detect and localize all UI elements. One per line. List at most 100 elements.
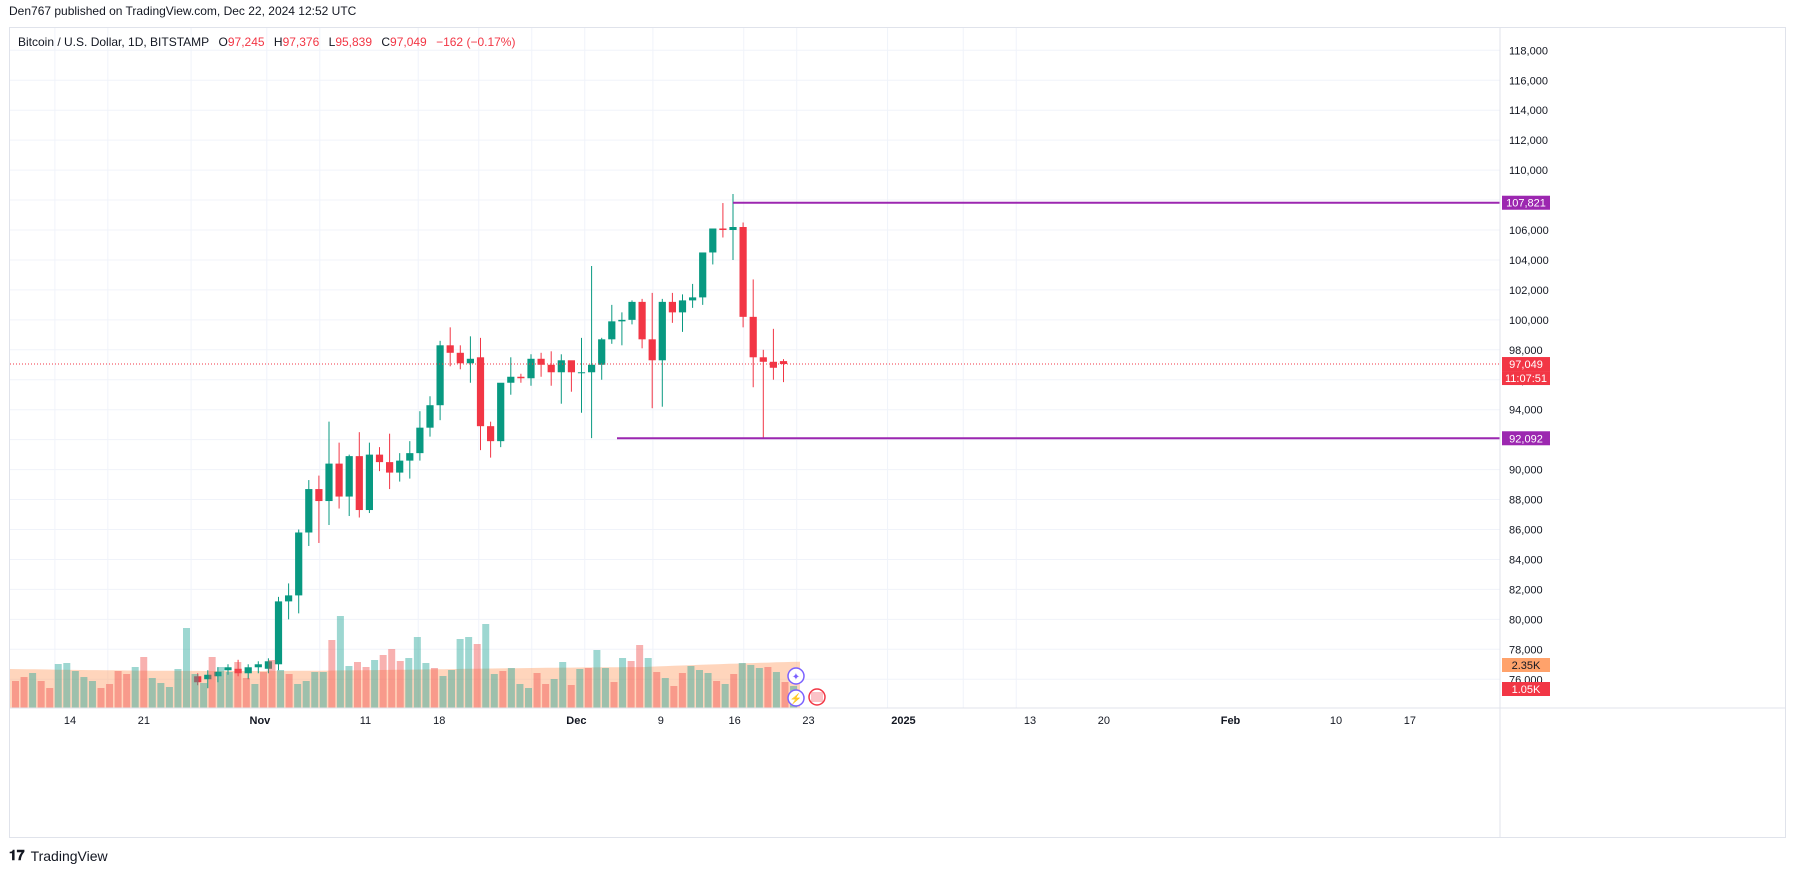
volume-bar-up — [200, 683, 208, 708]
us-flag-icon — [808, 688, 826, 706]
volume-bar-up — [721, 684, 729, 708]
volume-bar-up — [576, 669, 584, 708]
volume-bar-down — [46, 688, 54, 708]
candle-up — [729, 227, 737, 230]
y-tick-label: 110,000 — [1509, 165, 1548, 177]
volume-bar-down — [242, 678, 250, 708]
volume-bar-down — [97, 688, 105, 708]
lightning-icon-glyph: ⚡ — [790, 692, 802, 705]
candle-down — [668, 301, 676, 313]
volume-bar-up — [157, 683, 165, 708]
lightning-icon — [787, 689, 805, 707]
spark-icon — [787, 667, 805, 685]
chart-legend: Bitcoin / U.S. Dollar, 1D, BITSTAMP O97,… — [18, 35, 515, 49]
volume-bar-up — [550, 679, 558, 708]
current-price-tag-bg — [1502, 357, 1550, 372]
support-price-tag-bg — [1502, 431, 1550, 446]
volume-bar-down — [20, 677, 28, 708]
x-tick-label: 9 — [658, 715, 664, 727]
volume-bar-down — [379, 655, 387, 708]
volume-bar-down — [328, 640, 336, 708]
volume-bar-down — [610, 682, 618, 708]
volume-bar-up — [80, 677, 88, 708]
x-tick-label: Dec — [566, 715, 586, 727]
volume-bar-up — [593, 650, 601, 708]
volume-bar-down — [362, 667, 370, 708]
volume-bar-down — [396, 661, 404, 708]
candle-up — [608, 321, 616, 340]
volume-bar-up — [148, 678, 156, 708]
volume-bar-down — [123, 674, 131, 708]
candle-up — [709, 228, 717, 253]
candle-up — [305, 489, 313, 533]
volume-bar-up — [336, 616, 344, 708]
x-tick-label: 18 — [433, 715, 445, 727]
candle-up — [204, 674, 212, 680]
volume-bar-down — [533, 673, 541, 708]
volume-bar-down — [473, 644, 481, 708]
volume-bar-up — [225, 672, 233, 708]
volume-bar-up — [71, 671, 79, 708]
volume-bar-down — [430, 668, 438, 708]
x-tick-label: 23 — [802, 715, 814, 727]
x-tick-label: 20 — [1098, 715, 1110, 727]
volume-bar-up — [183, 628, 190, 708]
candle-up — [295, 532, 303, 596]
volume-bar-up — [456, 639, 464, 708]
y-tick-label: 114,000 — [1509, 105, 1548, 117]
volume-bar-up — [507, 668, 515, 708]
volume-bar-up — [619, 658, 627, 708]
volume-bar-down — [285, 674, 293, 708]
candle-up — [628, 301, 636, 320]
x-tick-label: 2025 — [891, 715, 915, 727]
footer: 𝟏𝟕 TradingView — [9, 847, 108, 864]
volume-bar-up — [63, 663, 71, 708]
volume-bar-up — [661, 678, 669, 708]
open-label: O — [218, 35, 228, 49]
x-tick-label: 17 — [1404, 715, 1416, 727]
volume-bar-up — [277, 670, 285, 708]
volume-bar-down — [354, 662, 361, 708]
volume-bar-up — [345, 666, 353, 708]
chart-frame — [9, 27, 1786, 838]
footer-brand: TradingView — [30, 847, 108, 864]
candle-up — [436, 345, 444, 406]
candle-down — [749, 316, 757, 358]
candle-up — [577, 372, 586, 374]
volume-bar-up — [738, 663, 746, 708]
y-tick-label: 94,000 — [1509, 405, 1543, 417]
volume-bar-up — [696, 670, 703, 708]
x-tick-label: 21 — [138, 715, 150, 727]
candle-up — [598, 339, 606, 365]
volume-bar-up — [516, 684, 524, 708]
volume-bar-down — [567, 685, 575, 708]
volume-bar-up — [302, 681, 310, 708]
volume-bar-up — [448, 670, 456, 708]
y-tick-label: 88,000 — [1509, 495, 1543, 507]
volume-bar-down — [37, 681, 45, 708]
y-tick-label: 90,000 — [1509, 465, 1543, 477]
y-tick-label: 106,000 — [1509, 225, 1549, 237]
y-tick-label: 116,000 — [1509, 75, 1548, 87]
volume-bar-down — [499, 671, 507, 708]
volume-bar-down — [259, 672, 267, 708]
volume-bar-down — [781, 682, 789, 708]
candle-down — [648, 339, 656, 361]
candle-down — [194, 676, 202, 683]
volume-bar-down — [730, 674, 738, 708]
candle-up — [224, 667, 232, 671]
volume-bar-up — [371, 660, 379, 708]
volume-bar-up — [772, 672, 780, 708]
countdown-tag-bg — [1502, 371, 1550, 386]
candle-up — [507, 376, 515, 383]
candle-up — [254, 664, 262, 668]
y-tick-label: 98,000 — [1509, 345, 1543, 357]
volume-bar-up — [174, 669, 182, 708]
volume-bar-down — [584, 668, 592, 708]
candle-down — [638, 301, 646, 340]
candle-down — [355, 456, 363, 511]
volume-bar-up — [54, 664, 62, 708]
volume-bar-up — [525, 688, 532, 708]
candle-down — [335, 463, 343, 497]
